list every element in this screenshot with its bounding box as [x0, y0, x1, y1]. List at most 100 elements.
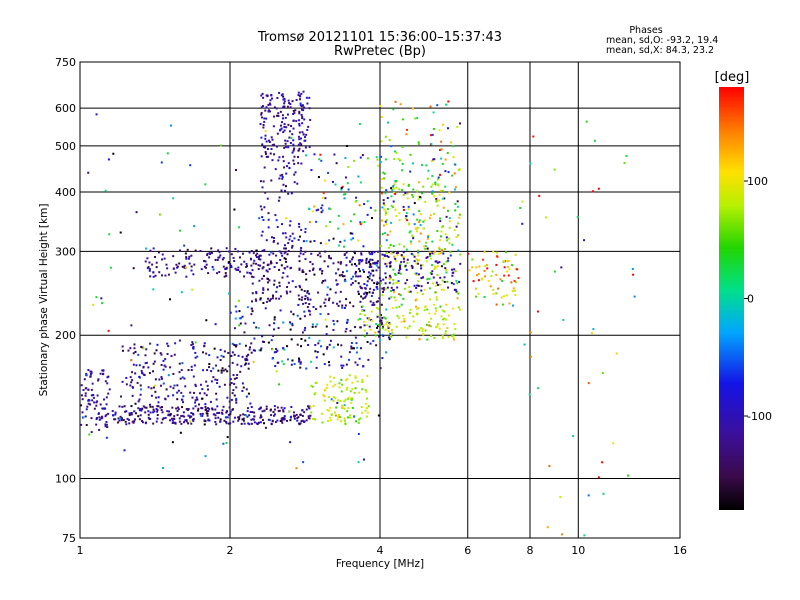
scatter-point	[191, 418, 194, 421]
scatter-point	[158, 213, 161, 216]
scatter-point	[529, 331, 532, 334]
scatter-point	[350, 398, 353, 401]
scatter-point	[164, 365, 167, 368]
scatter-point	[154, 384, 157, 387]
scatter-point	[323, 395, 326, 398]
scatter-point	[409, 240, 412, 243]
scatter-point	[456, 282, 459, 285]
scatter-point	[159, 406, 162, 409]
scatter-point	[385, 189, 388, 192]
scatter-point	[104, 415, 107, 418]
scatter-point	[299, 104, 302, 107]
scatter-point	[281, 421, 284, 424]
scatter-point	[250, 418, 253, 421]
scatter-point	[529, 162, 532, 165]
scatter-point	[191, 341, 194, 344]
scatter-point	[273, 266, 276, 269]
scatter-point	[389, 261, 392, 264]
scatter-point	[329, 208, 332, 211]
scatter-point	[260, 347, 263, 350]
scatter-point	[444, 158, 447, 161]
scatter-point	[336, 320, 339, 323]
scatter-point	[132, 267, 135, 270]
scatter-point	[409, 230, 412, 233]
scatter-point	[375, 156, 378, 159]
scatter-point	[246, 407, 249, 410]
scatter-point	[308, 107, 311, 110]
scatter-point	[90, 388, 93, 391]
scatter-point	[313, 240, 316, 243]
scatter-point	[380, 115, 383, 118]
scatter-point	[247, 392, 250, 395]
scatter-point	[321, 209, 324, 212]
scatter-point	[141, 372, 144, 375]
scatter-point	[398, 305, 401, 308]
scatter-point	[301, 117, 304, 120]
scatter-point	[290, 192, 293, 195]
scatter-point	[399, 263, 402, 266]
scatter-point	[371, 258, 374, 261]
scatter-point	[204, 183, 207, 186]
scatter-point	[83, 378, 86, 381]
scatter-point	[311, 210, 314, 213]
scatter-point	[95, 418, 98, 421]
scatter-point	[154, 274, 157, 277]
scatter-point	[210, 247, 213, 250]
scatter-point	[238, 342, 241, 345]
scatter-point	[335, 162, 338, 165]
scatter-point	[375, 264, 378, 267]
scatter-point	[261, 419, 264, 422]
scatter-point	[391, 306, 394, 309]
scatter-point	[398, 159, 401, 162]
scatter-point	[390, 328, 393, 331]
scatter-point	[381, 233, 384, 236]
scatter-point	[287, 281, 290, 284]
scatter-point	[432, 252, 435, 255]
scatter-point	[275, 145, 278, 148]
scatter-point	[376, 315, 379, 318]
scatter-point	[301, 131, 304, 134]
scatter-point	[145, 361, 148, 364]
scatter-point	[193, 225, 196, 228]
scatter-point	[456, 297, 459, 300]
scatter-point	[268, 102, 271, 105]
scatter-point	[424, 247, 427, 250]
scatter-point	[291, 240, 294, 243]
scatter-point	[286, 286, 289, 289]
y-tick-label: 300	[55, 245, 76, 258]
scatter-point	[417, 259, 420, 262]
scatter-point	[324, 197, 327, 200]
scatter-point	[293, 111, 296, 114]
scatter-point	[233, 394, 236, 397]
scatter-point	[330, 413, 333, 416]
scatter-point	[435, 309, 438, 312]
scatter-point	[302, 271, 305, 274]
scatter-point	[320, 345, 323, 348]
scatter-point	[448, 226, 451, 229]
scatter-point	[187, 369, 190, 372]
scatter-point	[424, 241, 427, 244]
scatter-point	[260, 234, 263, 237]
scatter-point	[511, 290, 514, 293]
scatter-point	[225, 416, 228, 419]
scatter-point	[127, 418, 130, 421]
scatter-point	[297, 91, 300, 94]
scatter-point	[238, 270, 241, 273]
plot-area	[79, 61, 681, 539]
scatter-point	[369, 300, 372, 303]
scatter-point	[293, 237, 296, 240]
scatter-point	[357, 290, 360, 293]
scatter-point	[432, 212, 435, 215]
scatter-point	[301, 115, 304, 118]
scatter-point	[251, 310, 254, 313]
scatter-point	[517, 277, 520, 280]
scatter-point	[228, 250, 231, 253]
scatter-point	[102, 407, 105, 410]
scatter-point	[162, 359, 165, 362]
scatter-point	[272, 252, 275, 255]
scatter-point	[205, 319, 208, 322]
scatter-point	[372, 340, 375, 343]
scatter-point	[298, 260, 301, 263]
scatter-point	[284, 116, 287, 119]
